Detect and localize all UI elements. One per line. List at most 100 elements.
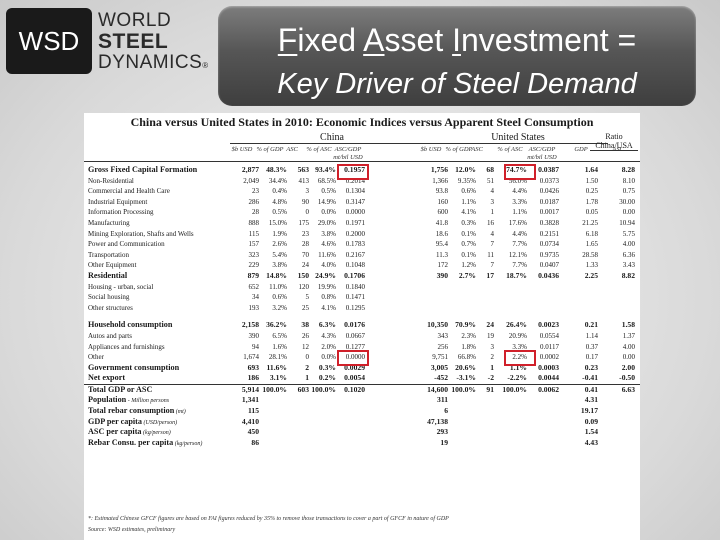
- unit-note: mt/bil USD: [527, 154, 557, 161]
- table-row: Government consumption 693 11.6% 2 0.3% 0.002…: [84, 363, 640, 374]
- table-row: Other Equipment 229 3.8% 24 4.0% 0.1048 172 1.2…: [84, 260, 640, 271]
- table-cell: 1,674: [243, 353, 259, 362]
- row-label: Other: [88, 352, 104, 363]
- table-cell: 5.4%: [272, 250, 287, 259]
- column-subheader: ASC: [286, 146, 298, 153]
- table-cell: 0.1783: [345, 240, 365, 249]
- table-cell: 86: [251, 437, 259, 447]
- table-cell: 0.37: [585, 342, 598, 351]
- logo-line-1: WORLD: [98, 10, 172, 31]
- table-cell: 4: [490, 229, 495, 238]
- table-row: GDP per capita (USD/person) 4,410 47,138 0.…: [84, 417, 640, 428]
- data-table-panel: China versus United States in 2010: Econ…: [84, 113, 640, 540]
- row-label-text: Commercial and Health Care: [88, 187, 170, 196]
- table-cell: 0.1971: [345, 218, 365, 227]
- table-cell: 286: [248, 197, 260, 206]
- table-cell: 91: [486, 384, 494, 394]
- group-header-ratio: Ratio China/USA: [590, 132, 638, 151]
- table-cell: 3.43: [622, 261, 635, 270]
- table-cell: 600: [437, 208, 449, 217]
- table-cell: 3: [305, 187, 310, 196]
- table-cell: 888: [248, 218, 260, 227]
- table-cell: 6: [444, 406, 448, 416]
- table-cell: 1.65: [585, 240, 598, 249]
- group-header-us: United States: [428, 132, 608, 144]
- table-cell: 1,341: [241, 395, 259, 405]
- table-cell: 19: [487, 331, 494, 340]
- table-cell: 0.0387: [538, 165, 559, 174]
- row-label: Rebar Consu. per capita (kg/person): [88, 438, 202, 450]
- table-cell: 23: [252, 187, 259, 196]
- table-cell: 0.1471: [345, 293, 365, 302]
- table-cell: -0.41: [582, 373, 598, 383]
- table-cell: 74.7%: [506, 165, 527, 174]
- table-cell: 3.3%: [512, 197, 527, 206]
- logo-line-2: STEEL: [98, 30, 169, 53]
- table-row: Social housing 34 0.6% 5 0.8% 0.1471: [84, 292, 640, 303]
- table-cell: 0.21: [584, 320, 598, 330]
- table-cell: 1.54: [584, 427, 598, 437]
- row-label: Transportation: [88, 250, 129, 261]
- table-cell: 160: [437, 197, 449, 206]
- table-cell: -452: [434, 373, 448, 383]
- table-cell: 2.7%: [458, 270, 476, 280]
- table-cell: 0.2000: [345, 229, 365, 238]
- table-cell: 0.0187: [539, 197, 559, 206]
- table-cell: -2: [487, 373, 494, 383]
- table-cell: 11.3: [436, 250, 448, 259]
- title-segment: ixed: [297, 22, 364, 58]
- row-label: Total rebar consumption (mt): [88, 406, 186, 418]
- table-cell: 1.1%: [509, 362, 527, 372]
- table-cell: 25: [302, 303, 309, 312]
- table-cell: 20.6%: [455, 362, 476, 372]
- table-cell: 17.6%: [508, 218, 527, 227]
- table-cell: 0.0062: [538, 384, 559, 394]
- table-cell: 2.3%: [461, 331, 476, 340]
- title-segment: A: [363, 22, 385, 58]
- table-cell: 3.8%: [272, 261, 287, 270]
- table-row: ASC per capita (kg/person) 450 293 1.54: [84, 427, 640, 438]
- table-cell: 1,366: [432, 176, 448, 185]
- row-label: Manufacturing: [88, 218, 130, 229]
- row-label-text: Autos and parts: [88, 331, 132, 340]
- table-cell: 311: [437, 395, 448, 405]
- table-row: Residential 879 14.8% 150 24.9% 0.1706 390 2.7%…: [84, 271, 640, 282]
- table-cell: 1.9%: [272, 229, 287, 238]
- unit-note: mt/bil USD: [333, 154, 363, 161]
- table-cell: 28.1%: [268, 353, 287, 362]
- row-label: Mining Exploration, Shafts and Wells: [88, 229, 194, 240]
- table-cell: 14.8%: [266, 270, 287, 280]
- table-cell: 0.0003: [538, 362, 559, 372]
- table-cell: 0.2167: [345, 250, 365, 259]
- row-label-text: Transportation: [88, 250, 129, 259]
- table-cell: 100.0%: [311, 384, 336, 394]
- table-row: Net export 186 3.1% 1 0.2% 0.0054 -452 -3.1% -2 -…: [84, 373, 640, 384]
- table-cell: 100.0%: [262, 384, 287, 394]
- table-cell: 2: [305, 362, 309, 372]
- table-cell: 652: [248, 282, 260, 291]
- row-label-text: Other Equipment: [88, 261, 137, 270]
- table-cell: 879: [247, 270, 259, 280]
- row-label-text: GDP per capita: [88, 416, 142, 426]
- table-cell: 120: [298, 282, 310, 291]
- row-label: Information Processing: [88, 207, 154, 218]
- table-cell: 2.6%: [272, 240, 287, 249]
- row-label: Other structures: [88, 303, 133, 314]
- table-cell: 12: [302, 342, 309, 351]
- table-cell: 172: [437, 261, 449, 270]
- table-cell: 193: [248, 303, 260, 312]
- table-row: Other structures 193 3.2% 25 4.1% 0.1295: [84, 303, 640, 314]
- table-cell: 7: [490, 261, 495, 270]
- table-cell: 8.10: [622, 176, 635, 185]
- table-cell: 157: [248, 240, 260, 249]
- table-cell: 14.9%: [317, 197, 336, 206]
- row-label: ASC per capita (kg/person): [88, 427, 171, 439]
- row-label: Autos and parts: [88, 331, 132, 342]
- title-segment: I: [452, 22, 461, 58]
- row-label-text: Population: [88, 395, 127, 405]
- row-label-text: ASC per capita: [88, 427, 142, 437]
- table-cell: 48.3%: [266, 165, 287, 174]
- table-cell: 29.0%: [317, 218, 336, 227]
- table-cell: 24: [486, 320, 494, 330]
- table-cell: 0.0436: [538, 270, 559, 280]
